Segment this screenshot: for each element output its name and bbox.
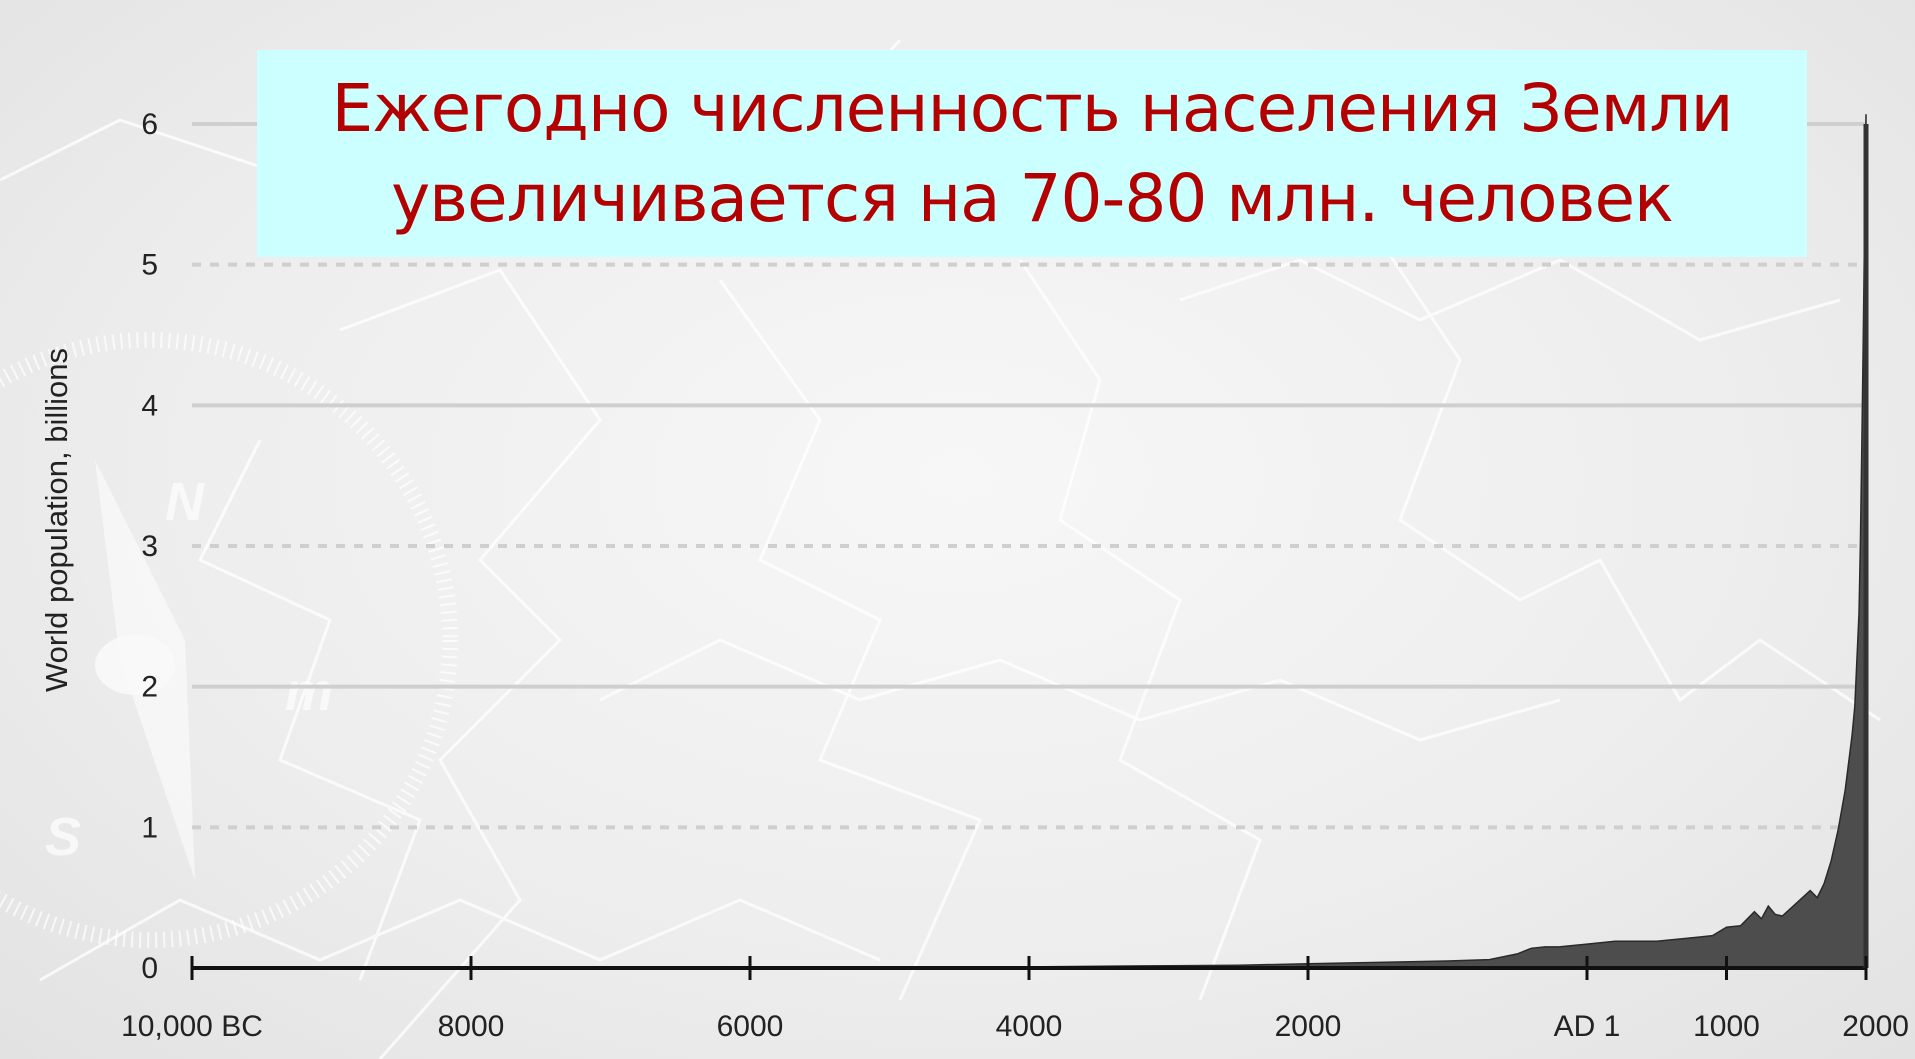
y-tick-label: 0 [141, 952, 158, 985]
x-tick-label: AD 1 [1554, 1010, 1621, 1043]
y-tick-labels: 0 1 2 3 4 5 6 [141, 108, 158, 985]
y-tick-label: 5 [141, 249, 158, 282]
x-tick-labels: 10,000 BC 8000 6000 4000 2000 AD 1 1000 2000 [121, 1010, 1909, 1043]
x-tick-label: 4000 [996, 1010, 1063, 1043]
compass-letter-n: N [165, 472, 205, 532]
y-axis-title: World population, billions [39, 347, 74, 693]
y-tick-label: 6 [141, 108, 158, 141]
x-tick-label: 6000 [717, 1010, 784, 1043]
x-tick-label: 8000 [438, 1010, 505, 1043]
slide-title: Ежегодно численность населения Земли уве… [257, 50, 1807, 257]
population-area [191, 114, 1867, 969]
x-tick-label: 2000 [1842, 1010, 1909, 1043]
x-tick-label: 10,000 BC [121, 1010, 263, 1043]
compass-letter-s: S [45, 807, 81, 867]
y-tick-label: 1 [141, 811, 158, 844]
slide-title-line-2: увеличивается на 70-80 млн. человек [391, 159, 1674, 237]
x-tick-label: 2000 [1275, 1010, 1342, 1043]
slide-title-line-1: Ежегодно численность населения Земли [331, 69, 1733, 147]
y-tick-label: 3 [141, 530, 158, 563]
y-tick-label: 2 [141, 671, 158, 704]
x-tick-label: 1000 [1693, 1010, 1760, 1043]
axes [190, 124, 1869, 980]
compass-letter-m: m [285, 662, 333, 722]
y-tick-label: 4 [141, 389, 158, 422]
